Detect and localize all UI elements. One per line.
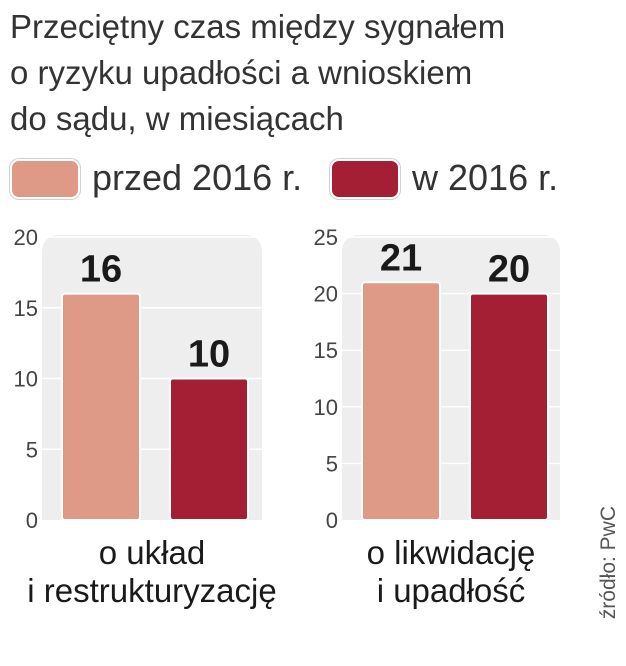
title-line-1: Przeciętny czas między sygnałem bbox=[10, 8, 506, 45]
chart-1-ytick-20: 20 bbox=[14, 225, 38, 250]
chart-2-category-label-line-1: o likwidację bbox=[367, 534, 536, 571]
chart-title: Przeciętny czas między sygnałem o ryzyku… bbox=[10, 4, 590, 142]
title-line-3: do sądu, w miesiącach bbox=[10, 100, 344, 137]
legend-swatch-before bbox=[10, 159, 80, 199]
chart-2-data-label-before: 21 bbox=[380, 237, 422, 279]
chart-1-bar-before bbox=[61, 292, 141, 521]
chart-1-ytick-5: 5 bbox=[26, 437, 38, 462]
chart-1-data-label-2016: 10 bbox=[188, 334, 230, 376]
chart-2-bar-before bbox=[361, 281, 441, 521]
title-line-2: o ryzyku upadłości a wnioskiem bbox=[10, 54, 473, 91]
legend: przed 2016 r. w 2016 r. bbox=[10, 157, 610, 199]
chart-1-ytick-0: 0 bbox=[26, 508, 38, 533]
legend-label-2016: w 2016 r. bbox=[412, 157, 559, 198]
chart-2-data-label-2016: 20 bbox=[488, 249, 530, 291]
chart-2-ytick-20: 20 bbox=[314, 282, 338, 307]
chart-1-data-label-before: 16 bbox=[80, 249, 122, 291]
chart-1-ytick-15: 15 bbox=[14, 296, 38, 321]
chart-1-ytick-10: 10 bbox=[14, 367, 38, 392]
chart-1-category-label-line-2: i restrukturyzację bbox=[27, 572, 276, 609]
chart-2-ytick-15: 15 bbox=[314, 338, 338, 363]
chart-2-bar-2016 bbox=[469, 292, 549, 521]
legend-label-before: przed 2016 r. bbox=[92, 157, 303, 198]
chart-2-ytick-10: 10 bbox=[314, 395, 338, 420]
chart-2-ytick-5: 5 bbox=[326, 451, 338, 476]
source-note: źródło: PwC bbox=[597, 360, 626, 619]
chart-2-category-label-line-2: i upadłość bbox=[377, 572, 526, 609]
source-text: źródło: PwC bbox=[597, 506, 620, 620]
legend-swatch-2016 bbox=[330, 159, 400, 199]
chart-1-category-label-line-1: o układ bbox=[99, 534, 205, 571]
chart-2-ytick-0: 0 bbox=[326, 508, 338, 533]
chart-2-ytick-25: 25 bbox=[314, 225, 338, 250]
chart-1-bar-2016 bbox=[169, 377, 249, 521]
